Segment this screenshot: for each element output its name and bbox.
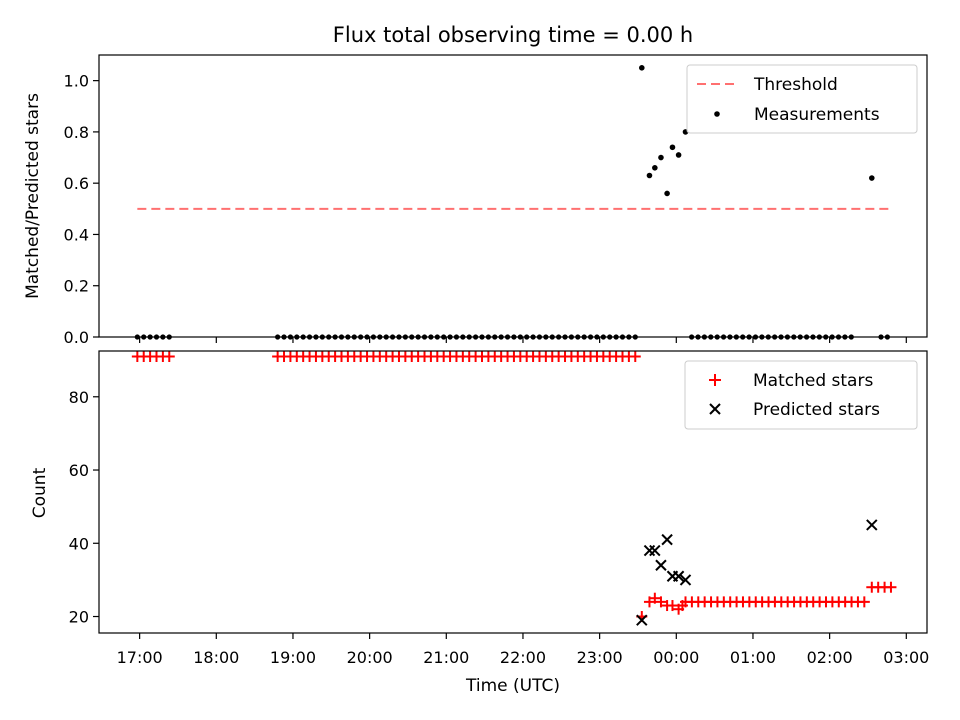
x-tick-label: 23:00 <box>577 648 623 667</box>
matched-star-marker <box>666 600 678 612</box>
measurement-point <box>658 154 664 161</box>
top-y-tick-label: 0.2 <box>64 277 89 296</box>
top-y-axis-label: Matched/Predicted stars <box>23 93 43 299</box>
bottom-y-tick-label: 40 <box>69 534 89 553</box>
bottom-plot: 20 40 60 80 17:00 18:00 19:00 20:00 21:00 22:00 2… <box>30 350 929 696</box>
x-axis-label: Time (UTC) <box>465 676 560 696</box>
top-y-tick-label: 0.6 <box>64 174 89 193</box>
x-tick-label: 17:00 <box>117 648 163 667</box>
measurement-point <box>639 65 645 71</box>
x-tick-label: 21:00 <box>423 648 469 667</box>
matched-star-markers <box>131 350 897 623</box>
bottom-legend-box <box>684 360 918 430</box>
measurement-point <box>869 175 875 181</box>
predicted-star-marker <box>866 519 878 531</box>
predicted-star-marker <box>643 544 656 557</box>
measurement-point <box>664 190 670 197</box>
bottom-y-tick-label: 80 <box>69 388 89 407</box>
top-plot-frame <box>98 54 928 338</box>
x-tick-label: 02:00 <box>807 648 853 667</box>
x-tick-label: 18:00 <box>193 648 239 667</box>
x-tick-label: 20:00 <box>347 648 393 667</box>
bottom-plot-frame <box>98 350 928 634</box>
top-chart-title: Flux total observing time = 0.00 h <box>333 23 693 47</box>
bottom-y-axis-label: Count <box>30 467 50 518</box>
matched-star-marker <box>163 350 175 362</box>
top-plot: 0.0 0.2 0.4 0.6 0.8 1.0 Matched/Predicted sta… <box>23 54 928 347</box>
predicted-star-marker <box>636 614 648 626</box>
measurement-point <box>669 144 676 151</box>
matched-star-marker <box>629 350 641 362</box>
legend-predicted-label: Predicted stars <box>753 400 880 420</box>
top-y-tick-label: 0.4 <box>64 225 89 244</box>
measurement-point <box>652 165 658 171</box>
top-legend-box <box>686 64 918 134</box>
x-tick-label: 03:00 <box>883 648 929 667</box>
legend-matched-swatch <box>709 374 721 386</box>
predicted-star-markers <box>636 519 878 626</box>
matched-star-marker <box>858 596 870 608</box>
predicted-star-marker <box>649 544 661 557</box>
predicted-star-marker <box>679 574 692 586</box>
legend-predicted-swatch <box>709 403 721 415</box>
matched-star-marker <box>885 581 897 593</box>
matched-star-marker <box>655 596 667 608</box>
measurement-point <box>675 152 682 158</box>
bottom-x-axis: 17:00 18:00 19:00 20:00 21:00 22:00 23:00 00:00… <box>117 633 929 667</box>
matched-star-marker <box>649 592 661 604</box>
x-tick-label: 01:00 <box>730 648 776 667</box>
matched-star-marker <box>676 600 688 612</box>
top-x-ticks <box>139 337 907 343</box>
bottom-y-axis: 20 40 60 80 <box>69 388 99 627</box>
predicted-star-marker <box>661 533 673 546</box>
predicted-star-marker <box>655 559 667 571</box>
bottom-legend: Matched stars Predicted stars <box>684 360 918 430</box>
x-tick-label: 00:00 <box>653 648 699 667</box>
top-legend: Threshold Measurements <box>686 64 918 134</box>
x-tick-label: 19:00 <box>270 648 316 667</box>
measurement-point <box>646 172 653 179</box>
bottom-y-tick-label: 20 <box>69 608 89 627</box>
top-y-tick-label: 0.8 <box>64 123 89 142</box>
predicted-star-marker <box>672 570 685 582</box>
top-y-tick-label: 0.0 <box>64 328 89 347</box>
legend-measurements-label: Measurements <box>754 105 880 125</box>
top-y-tick-label: 1.0 <box>64 72 89 91</box>
bottom-y-tick-label: 60 <box>69 461 89 480</box>
top-y-axis: 0.0 0.2 0.4 0.6 0.8 1.0 <box>64 72 99 347</box>
x-tick-label: 22:00 <box>500 648 546 667</box>
measurement-points <box>134 65 890 340</box>
legend-matched-label: Matched stars <box>753 371 873 391</box>
legend-measurements-swatch <box>714 111 720 117</box>
legend-threshold-label: Threshold <box>753 75 838 95</box>
